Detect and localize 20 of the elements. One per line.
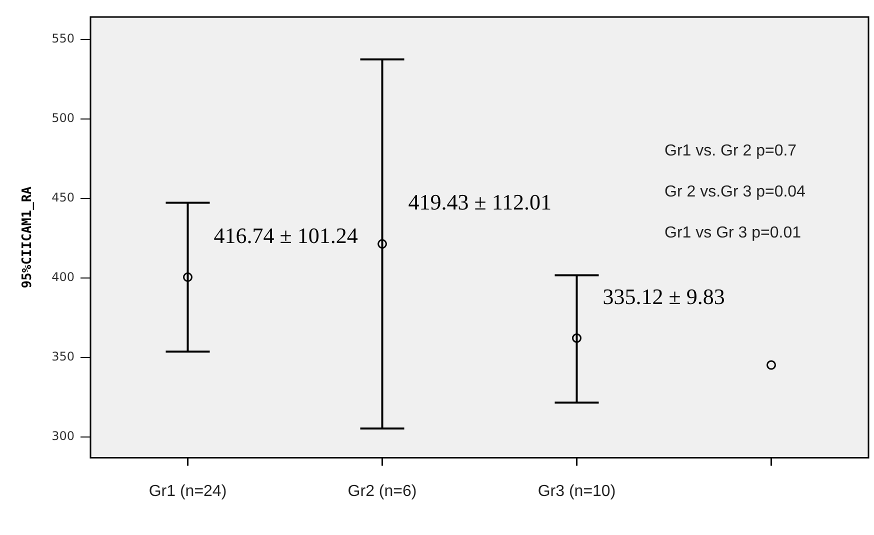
annotation: 419.43 ± 112.01 xyxy=(408,190,552,215)
point xyxy=(183,272,193,282)
y-tick-label: 350 xyxy=(52,350,75,364)
point xyxy=(378,239,388,249)
y-tick-label: 300 xyxy=(52,429,75,444)
annotation: Gr1 vs. Gr 2 p=0.7 xyxy=(664,142,797,160)
annotation: Gr1 vs Gr 3 p=0.01 xyxy=(664,224,802,242)
x-tick-label: Gr3 (n=10) xyxy=(538,482,616,500)
y-tick-label: 550 xyxy=(52,31,75,46)
y-tick-label: 450 xyxy=(52,190,75,205)
x-tick-label: Gr2 (n=6) xyxy=(348,482,417,500)
x-tick-label: Gr1 (n=24) xyxy=(148,482,227,500)
y-axis-title: 95%CIICAM1_RA xyxy=(20,186,36,288)
y-tick-label: 400 xyxy=(52,270,75,284)
annotation: Gr 2 vs.Gr 3 p=0.04 xyxy=(664,183,806,200)
annotation: 416.74 ± 101.24 xyxy=(214,222,358,248)
y-tick-label: 500 xyxy=(52,110,75,125)
point xyxy=(766,360,776,370)
annotation: 335.12 ± 9.83 xyxy=(602,284,725,309)
point xyxy=(572,333,582,343)
